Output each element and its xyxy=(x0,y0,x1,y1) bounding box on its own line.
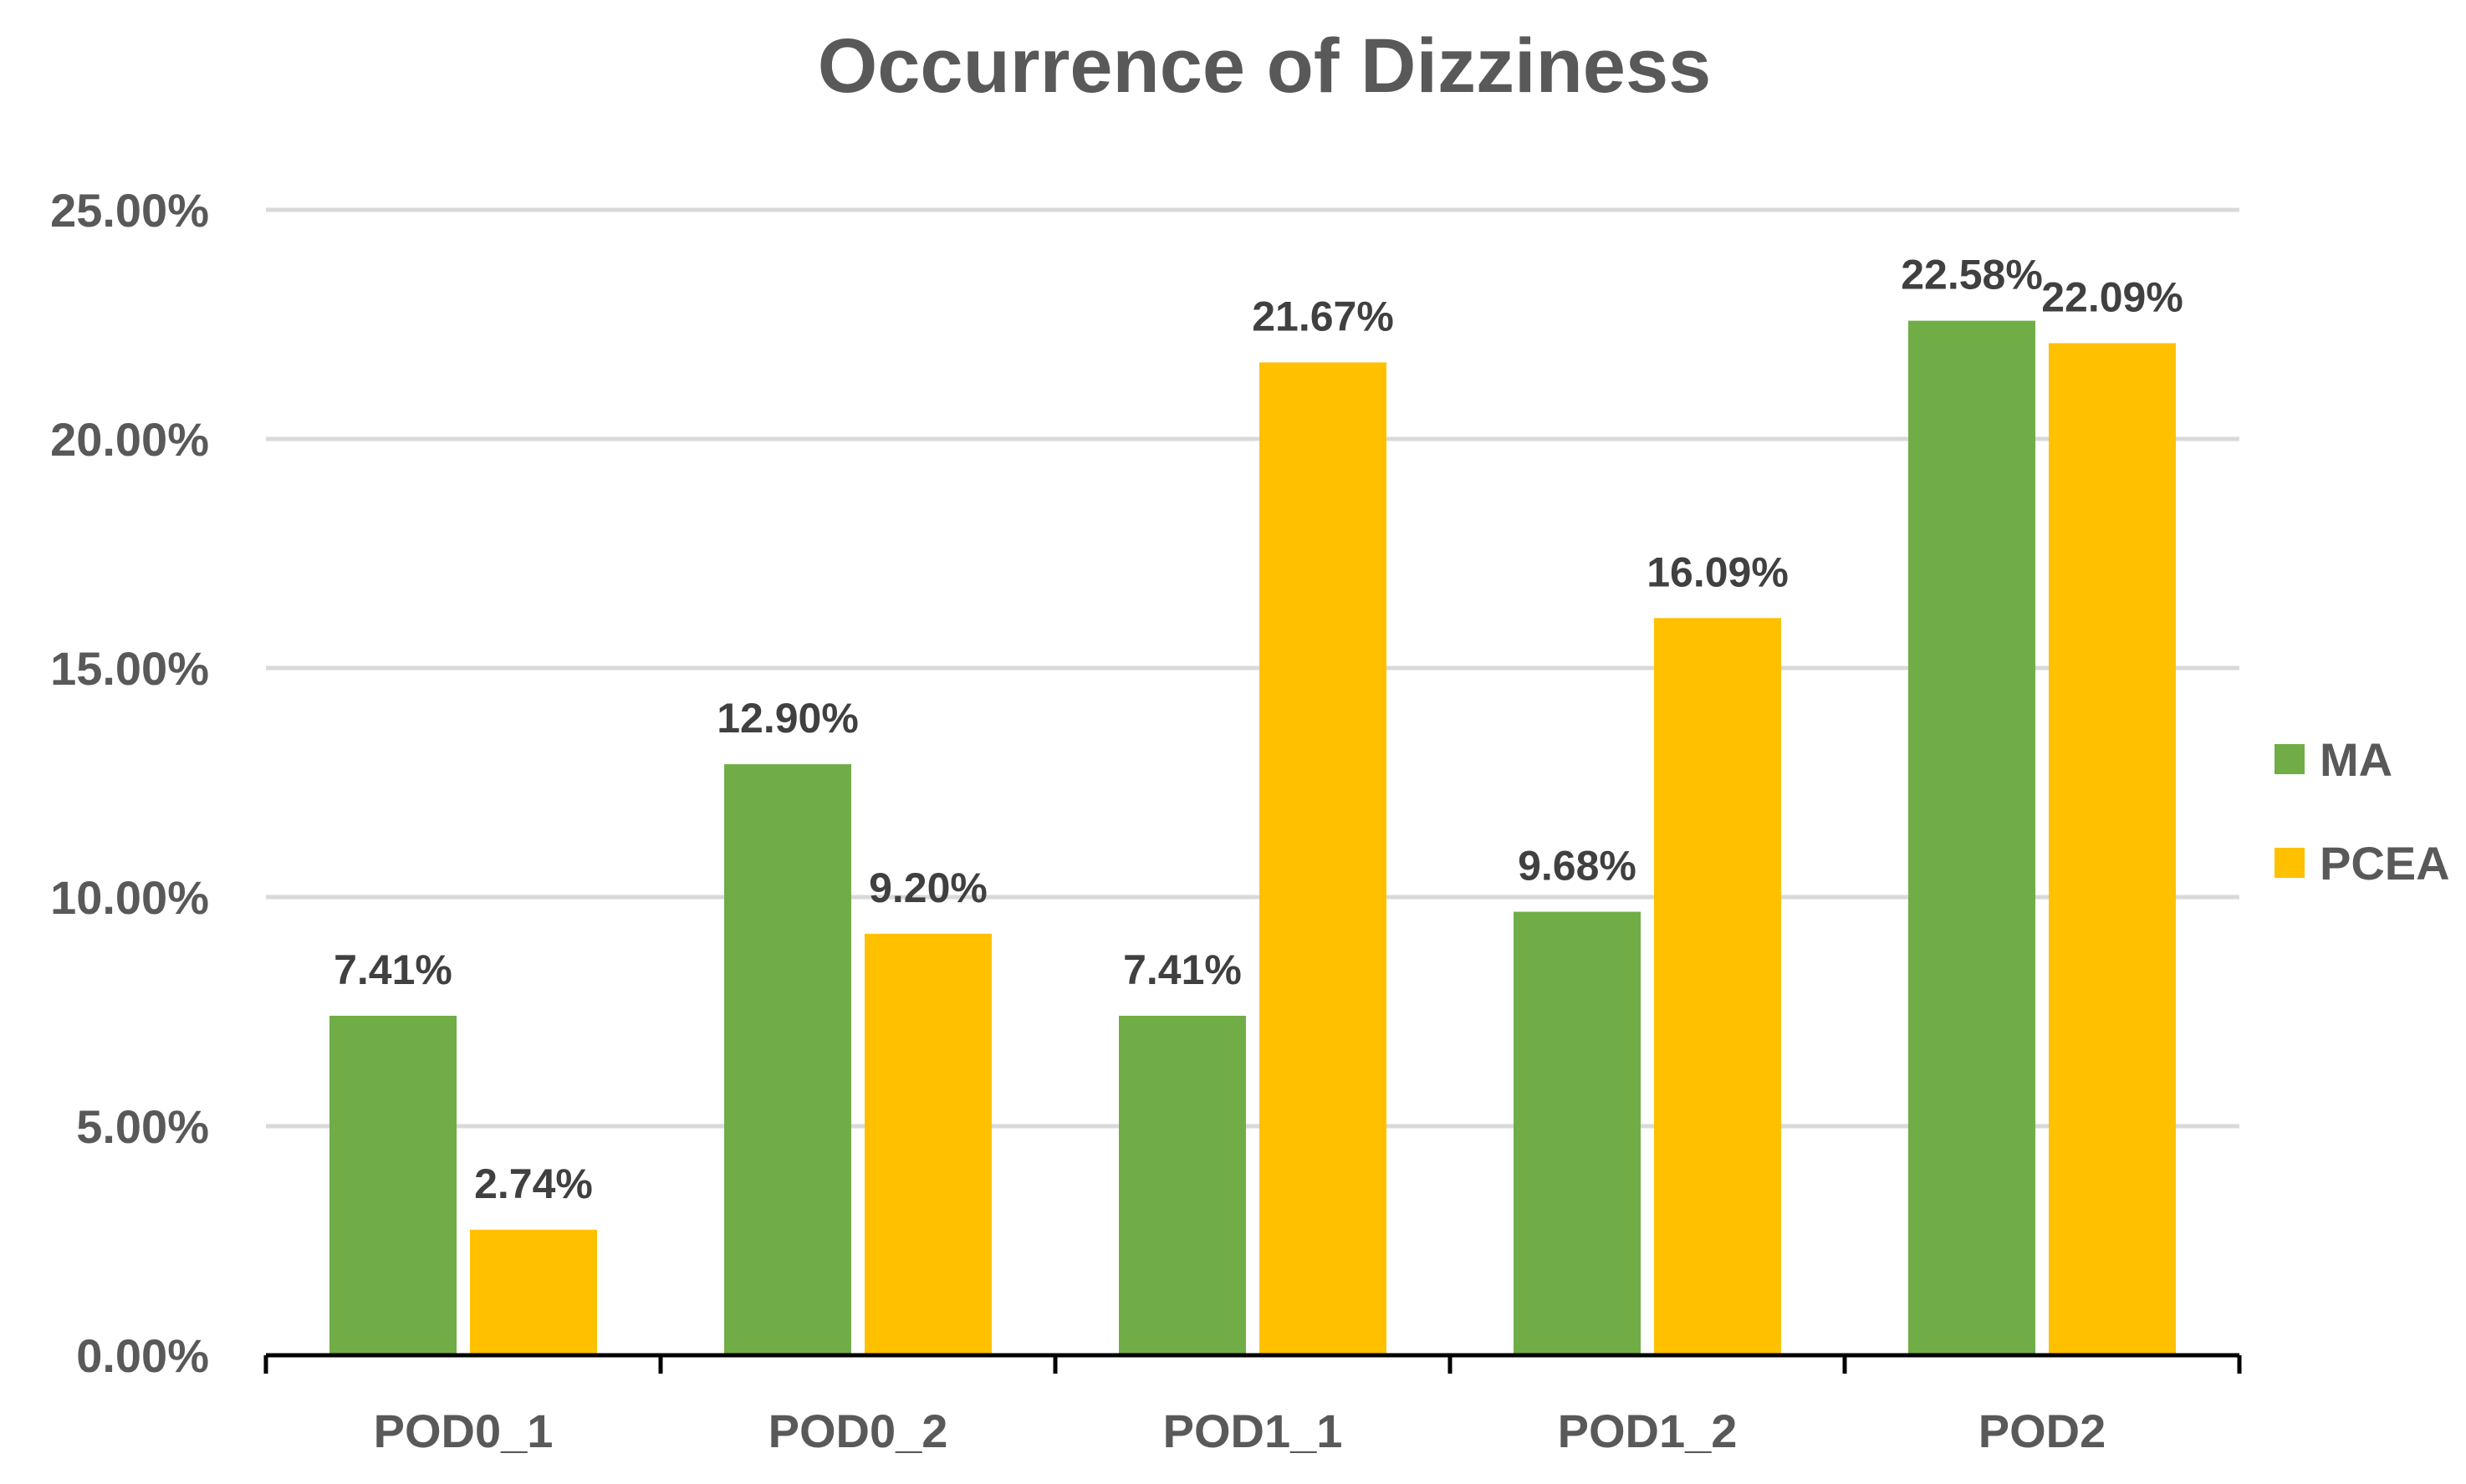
bar-ma-pod0_1 xyxy=(329,1015,457,1355)
data-label-pcea-pod2: 22.09% xyxy=(2041,273,2183,320)
legend-label-pcea: PCEA xyxy=(2320,837,2450,890)
data-label-pcea-pod0_1: 2.74% xyxy=(474,1160,593,1207)
bar-pcea-pod1_1 xyxy=(1259,362,1386,1355)
bar-pcea-pod1_2 xyxy=(1654,618,1781,1355)
legend: MA PCEA xyxy=(2275,733,2450,890)
x-category-label: POD0_2 xyxy=(768,1405,948,1457)
chart-title: Occurrence of Dizziness xyxy=(818,23,1712,109)
data-label-pcea-pod1_2: 16.09% xyxy=(1647,548,1789,595)
x-axis-category-labels: POD0_1 POD0_2 POD1_1 POD1_2 POD2 xyxy=(374,1405,2106,1457)
y-tick-label: 25.00% xyxy=(50,184,209,237)
bar-ma-pod0_2 xyxy=(724,764,851,1355)
x-category-label: POD2 xyxy=(1978,1405,2106,1457)
x-axis xyxy=(263,1353,2242,1374)
bar-pcea-pod2 xyxy=(2049,343,2176,1355)
x-category-label: POD1_1 xyxy=(1163,1405,1343,1457)
bar-pcea-pod0_1 xyxy=(470,1229,597,1355)
data-label-ma-pod1_1: 7.41% xyxy=(1123,946,1242,993)
bar-ma-pod1_1 xyxy=(1119,1015,1246,1355)
x-category-label: POD1_2 xyxy=(1558,1405,1738,1457)
legend-swatch-ma xyxy=(2275,744,2305,774)
bars xyxy=(329,320,2176,1356)
data-label-ma-pod0_1: 7.41% xyxy=(334,946,452,993)
x-category-label: POD0_1 xyxy=(374,1405,554,1457)
y-axis-tick-labels: 0.00% 5.00% 10.00% 15.00% 20.00% 25.00% xyxy=(50,184,209,1382)
bar-pcea-pod0_2 xyxy=(865,933,992,1355)
y-tick-label: 5.00% xyxy=(76,1100,209,1153)
data-label-ma-pod1_2: 9.68% xyxy=(1518,843,1636,890)
data-label-ma-pod2: 22.58% xyxy=(1901,252,2043,298)
data-labels: 7.41% 2.74% 12.90% 9.20% 7.41% 21.67% 9.68% 16.… xyxy=(334,252,2183,1207)
bar-ma-pod2 xyxy=(1908,320,2035,1356)
y-tick-label: 20.00% xyxy=(50,413,209,466)
y-tick-label: 15.00% xyxy=(50,642,209,695)
y-tick-label: 10.00% xyxy=(50,871,209,924)
data-label-pcea-pod0_2: 9.20% xyxy=(869,864,988,911)
data-label-pcea-pod1_1: 21.67% xyxy=(1252,293,1394,339)
data-label-ma-pod0_2: 12.90% xyxy=(717,695,859,742)
y-tick-label: 0.00% xyxy=(76,1329,209,1382)
legend-swatch-pcea xyxy=(2275,848,2305,878)
bar-ma-pod1_2 xyxy=(1514,911,1641,1355)
legend-label-ma: MA xyxy=(2320,733,2392,786)
